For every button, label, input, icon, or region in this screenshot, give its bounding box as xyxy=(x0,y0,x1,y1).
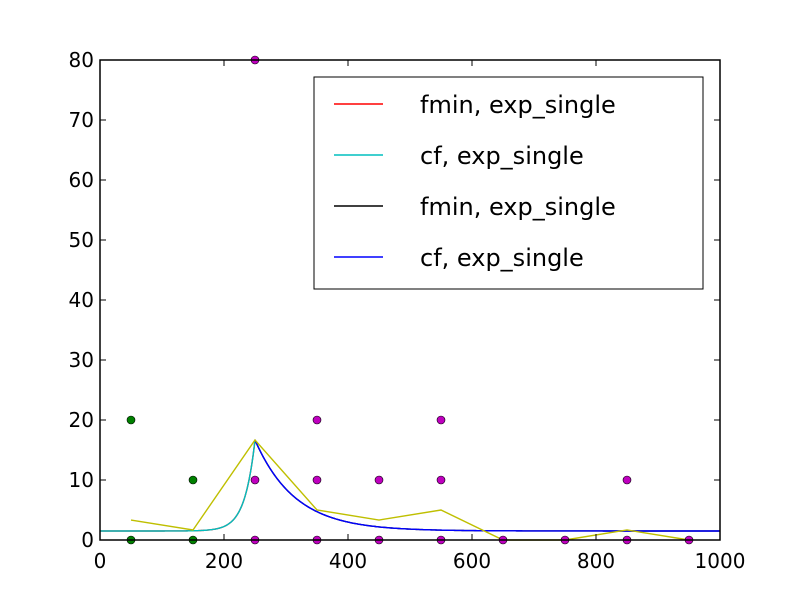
y-tick-label: 0 xyxy=(81,528,94,552)
legend-label-3: cf, exp_single xyxy=(420,244,584,272)
legend-box xyxy=(313,76,704,290)
fit-curves xyxy=(100,439,720,532)
scatter-point-1-6 xyxy=(374,475,384,485)
x-tick-label: 200 xyxy=(205,549,243,573)
x-tick-label: 800 xyxy=(577,549,615,573)
x-tick-label: 400 xyxy=(329,549,367,573)
fit-curve-1 xyxy=(100,439,256,532)
y-tick-label: 60 xyxy=(69,168,94,192)
y-tick-label: 50 xyxy=(69,228,94,252)
x-tick-label: 1000 xyxy=(695,549,746,573)
y-tick-label: 20 xyxy=(69,408,94,432)
y-tick-label: 40 xyxy=(69,288,94,312)
legend-label-2: fmin, exp_single xyxy=(420,193,616,221)
y-tick-label: 10 xyxy=(69,468,94,492)
scatter-point-0-0 xyxy=(126,415,136,425)
scatter-point-1-1 xyxy=(250,475,260,485)
legend: fmin, exp_single cf, exp_single fmin, exp_… xyxy=(313,76,704,290)
scatter-point-0-2 xyxy=(188,475,198,485)
y-tick-label: 70 xyxy=(69,108,94,132)
x-tick-label: 0 xyxy=(94,549,107,573)
y-tick-label: 80 xyxy=(69,48,94,72)
fit-curve-3 xyxy=(254,439,720,532)
legend-label-0: fmin, exp_single xyxy=(420,91,616,119)
scatter-point-1-4 xyxy=(312,475,322,485)
scatter-point-1-9 xyxy=(436,475,446,485)
scatter-point-1-13 xyxy=(622,475,632,485)
scatter-point-1-3 xyxy=(312,415,322,425)
legend-label-1: cf, exp_single xyxy=(420,142,584,170)
x-tick-label: 600 xyxy=(453,549,491,573)
y-tick-label: 30 xyxy=(69,348,94,372)
axis-ticks: 0 200 400 600 800 1000 0 10 20 30 40 50 60 70 80 xyxy=(69,48,746,573)
scatter-point-1-8 xyxy=(436,415,446,425)
